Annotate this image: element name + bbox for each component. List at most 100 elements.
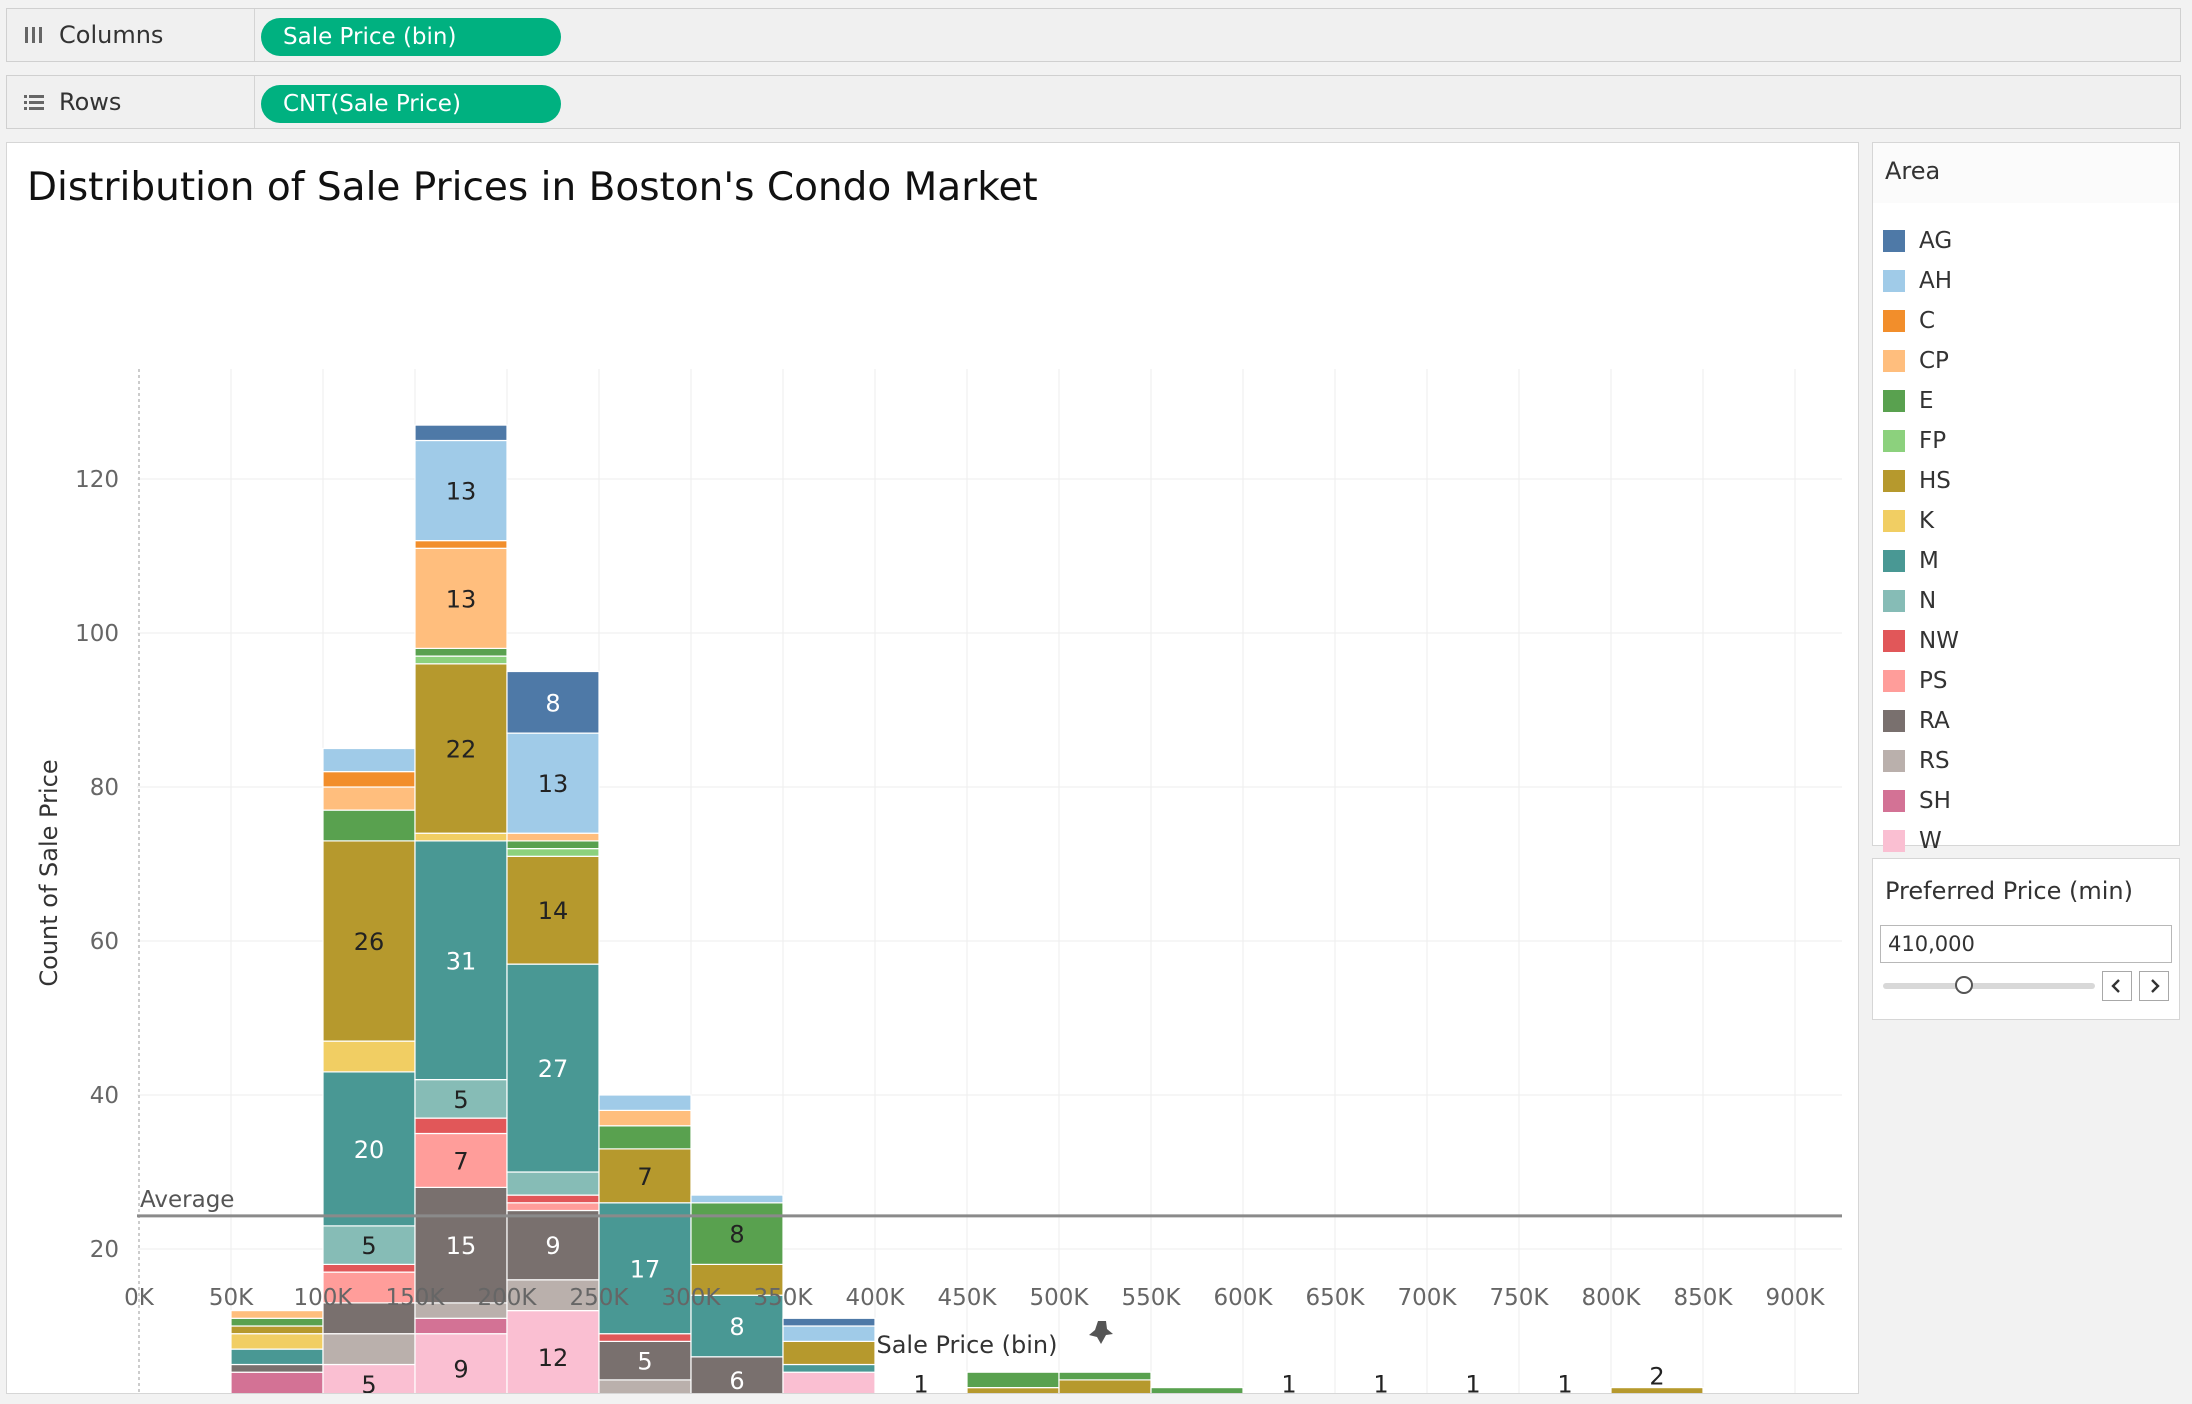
bar-segment-e bbox=[966, 1371, 1060, 1389]
legend-swatch bbox=[1883, 350, 1905, 372]
bar-segment-e bbox=[690, 1202, 784, 1266]
legend-label: NW bbox=[1919, 628, 1959, 654]
bar-segment-k bbox=[414, 832, 508, 842]
legend-item-c[interactable]: C bbox=[1883, 303, 1935, 339]
bar-segment-ah bbox=[322, 747, 416, 773]
legend-item-ra[interactable]: RA bbox=[1883, 703, 1950, 739]
x-tick-label: 300K bbox=[662, 1285, 722, 1311]
chart-title: Distribution of Sale Prices in Boston's … bbox=[27, 165, 1038, 210]
legend-item-ps[interactable]: PS bbox=[1883, 663, 1947, 699]
bar-segment-hs bbox=[1610, 1386, 1704, 1393]
bar-segment-n bbox=[506, 1171, 600, 1196]
average-label: Average bbox=[140, 1187, 234, 1213]
columns-pill[interactable]: Sale Price (bin) bbox=[261, 18, 561, 56]
legend-label: PS bbox=[1919, 668, 1948, 694]
legend-swatch bbox=[1883, 550, 1905, 572]
bar-segment-e bbox=[1058, 1371, 1152, 1381]
legend-item-m[interactable]: M bbox=[1883, 543, 1939, 579]
y-tick-label: 20 bbox=[90, 1237, 119, 1263]
data-label: 5 bbox=[361, 1232, 376, 1260]
bar-segment-fp bbox=[506, 847, 600, 857]
bar-segment-e bbox=[230, 1317, 324, 1327]
legend-item-ah[interactable]: AH bbox=[1883, 263, 1952, 299]
legend-swatch bbox=[1883, 790, 1905, 812]
bar-segment-ra bbox=[230, 1363, 324, 1373]
decrement-button[interactable] bbox=[2102, 971, 2132, 1001]
legend-item-e[interactable]: E bbox=[1883, 383, 1934, 419]
legend-label: HS bbox=[1919, 468, 1951, 494]
data-label: 7 bbox=[637, 1163, 652, 1191]
rows-pill[interactable]: CNT(Sale Price) bbox=[261, 85, 561, 123]
legend-item-fp[interactable]: FP bbox=[1883, 423, 1946, 459]
bar-segment-ra bbox=[322, 1302, 416, 1335]
legend-label: FP bbox=[1919, 428, 1947, 454]
data-label: 13 bbox=[446, 478, 477, 506]
legend-label: RA bbox=[1919, 708, 1950, 734]
data-label: 6 bbox=[729, 1367, 744, 1393]
legend-item-hs[interactable]: HS bbox=[1883, 463, 1951, 499]
bar-segment-hs bbox=[414, 663, 508, 834]
bar-segment-hs bbox=[598, 1148, 692, 1204]
legend-label: CP bbox=[1919, 348, 1949, 374]
bar-segment-rs bbox=[598, 1379, 692, 1393]
bar-segment-sh bbox=[230, 1371, 324, 1393]
bar-segment-hs bbox=[782, 1340, 876, 1366]
parameter-slider-track[interactable] bbox=[1883, 983, 2095, 989]
legend-swatch bbox=[1883, 630, 1905, 652]
bar-segment-hs bbox=[966, 1386, 1060, 1393]
legend-item-nw[interactable]: NW bbox=[1883, 623, 1959, 659]
rows-label-text: Rows bbox=[59, 88, 122, 116]
bar-segment-nw bbox=[322, 1263, 416, 1273]
legend-item-n[interactable]: N bbox=[1883, 583, 1936, 619]
x-tick-label: 900K bbox=[1766, 1285, 1826, 1311]
x-tick-label: 350K bbox=[754, 1285, 814, 1311]
legend-label: M bbox=[1919, 548, 1939, 574]
data-label: 7 bbox=[453, 1147, 468, 1175]
legend-swatch bbox=[1883, 430, 1905, 452]
data-label: 8 bbox=[729, 1313, 744, 1341]
legend-item-sh[interactable]: SH bbox=[1883, 783, 1951, 819]
legend-label: SH bbox=[1919, 788, 1951, 814]
parameter-value-input[interactable] bbox=[1880, 925, 2172, 963]
legend-swatch bbox=[1883, 470, 1905, 492]
bar-segment-ps bbox=[322, 1271, 416, 1304]
bar-segment-m bbox=[598, 1202, 692, 1335]
data-label: 9 bbox=[545, 1232, 560, 1260]
data-label: 27 bbox=[538, 1055, 569, 1083]
bar-segment-e bbox=[598, 1125, 692, 1150]
data-label: 9 bbox=[453, 1355, 468, 1383]
legend-item-rs[interactable]: RS bbox=[1883, 743, 1950, 779]
bar-segment-hs bbox=[1058, 1379, 1152, 1393]
bar-segment-m bbox=[782, 1363, 876, 1373]
bar-segment-w bbox=[322, 1363, 416, 1393]
data-label: 8 bbox=[729, 1221, 744, 1249]
bar-segment-ra bbox=[690, 1356, 784, 1393]
preferred-price-parameter: Preferred Price (min) bbox=[1872, 858, 2180, 1020]
increment-button[interactable] bbox=[2139, 971, 2169, 1001]
bar-segment-ra bbox=[598, 1340, 692, 1381]
data-label: 22 bbox=[446, 736, 477, 764]
parameter-slider-handle[interactable] bbox=[1955, 976, 1973, 994]
data-label: 1 bbox=[1281, 1370, 1296, 1393]
bar-segment-hs bbox=[690, 1263, 784, 1296]
y-tick-label: 0 bbox=[104, 1391, 119, 1393]
legend-item-ag[interactable]: AG bbox=[1883, 223, 1952, 259]
legend-item-cp[interactable]: CP bbox=[1883, 343, 1949, 379]
bar-segment-e bbox=[322, 809, 416, 842]
legend-item-w[interactable]: W bbox=[1883, 823, 1942, 859]
bar-segment-m bbox=[414, 840, 508, 1081]
y-tick-label: 40 bbox=[90, 1083, 119, 1109]
data-label: 5 bbox=[637, 1348, 652, 1376]
x-tick-label: 600K bbox=[1214, 1285, 1274, 1311]
legend-swatch bbox=[1883, 830, 1905, 852]
legend-label: N bbox=[1919, 588, 1937, 614]
columns-shelf: Columns Sale Price (bin) bbox=[6, 8, 2181, 62]
bar-segment-sh bbox=[414, 1317, 508, 1335]
x-tick-label: 800K bbox=[1582, 1285, 1642, 1311]
legend-header bbox=[1873, 143, 2179, 203]
legend-item-k[interactable]: K bbox=[1883, 503, 1934, 539]
bar-segment-c bbox=[414, 540, 508, 549]
columns-icon bbox=[21, 22, 47, 48]
